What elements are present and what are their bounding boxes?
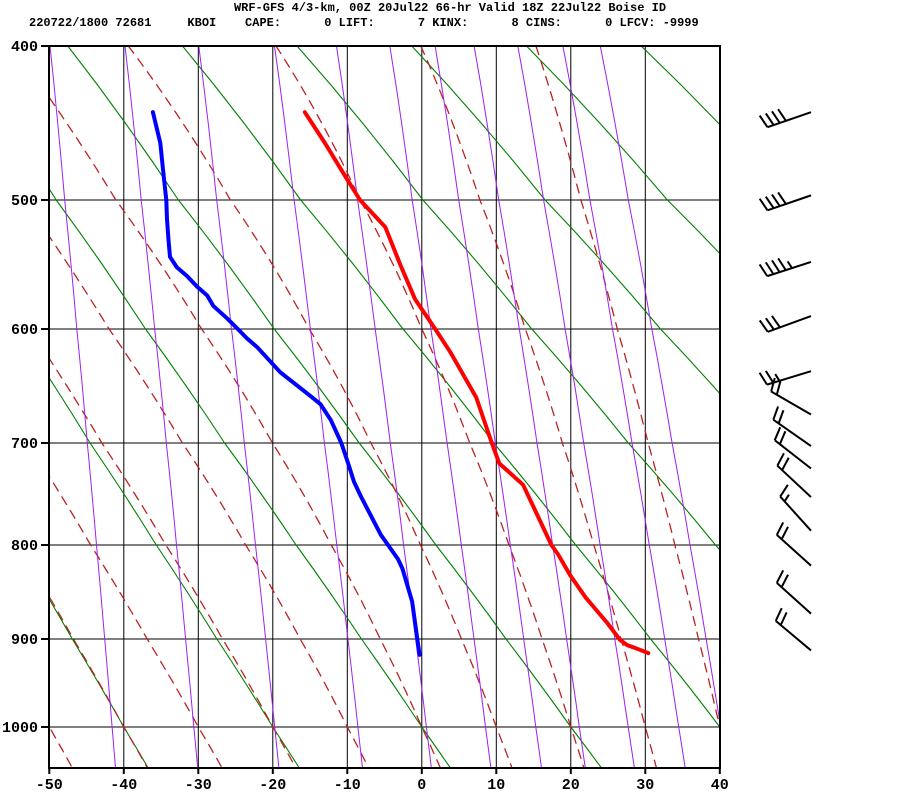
- svg-text:600: 600: [11, 322, 38, 339]
- svg-text:400: 400: [11, 39, 38, 56]
- svg-text:700: 700: [11, 436, 38, 453]
- svg-text:-10: -10: [334, 777, 361, 794]
- svg-text:-40: -40: [110, 777, 137, 794]
- wind-barb: [775, 521, 812, 567]
- wind-barb: [776, 452, 812, 498]
- svg-text:-20: -20: [259, 777, 286, 794]
- background-isopleths: [49, 46, 720, 768]
- svg-text:0: 0: [417, 777, 426, 794]
- temperature-axis-labels: -50 -40 -30 -20 -10 0 10 20 30 40: [36, 777, 729, 794]
- pressure-temperature-grid: [48, 45, 721, 768]
- svg-text:800: 800: [11, 538, 38, 555]
- pressure-axis-labels: 400 500 600 700 800 900 1000: [2, 39, 38, 737]
- wind-barb: [758, 191, 812, 212]
- chart-title: WRF-GFS 4/3-km, 00Z 20Jul22 66-hr Valid …: [233, 1, 667, 15]
- svg-text:-30: -30: [185, 777, 212, 794]
- svg-text:-50: -50: [36, 777, 63, 794]
- svg-text:20: 20: [562, 777, 580, 794]
- mixing-ratio-lines: [49, 46, 720, 768]
- wind-barb: [779, 484, 812, 532]
- svg-text:30: 30: [636, 777, 654, 794]
- svg-text:10: 10: [487, 777, 505, 794]
- wind-barb: [758, 370, 812, 386]
- sounding-traces: [150, 110, 651, 657]
- svg-text:500: 500: [11, 193, 38, 210]
- dry-adiabats: [49, 46, 720, 768]
- dewpoint-trace: [150, 110, 422, 657]
- svg-text:900: 900: [11, 632, 38, 649]
- wind-barb: [774, 607, 812, 652]
- wind-barb: [770, 377, 812, 416]
- wind-barb: [758, 315, 812, 333]
- wind-barb: [758, 108, 812, 129]
- wind-barb: [775, 569, 812, 615]
- wind-barb: [772, 406, 812, 447]
- wind-barb: [773, 426, 812, 470]
- svg-text:1000: 1000: [2, 720, 38, 737]
- wind-barb-column: [758, 108, 812, 652]
- chart-stats-line: 220722/1800 72681 KBOI CAPE: 0 LIFT: 7 K…: [29, 16, 699, 30]
- plot-border-and-ticks: [41, 45, 721, 774]
- temperature-trace: [302, 110, 651, 656]
- wind-barb: [758, 257, 812, 278]
- svg-text:40: 40: [711, 777, 729, 794]
- moist-adiabats: [49, 46, 720, 768]
